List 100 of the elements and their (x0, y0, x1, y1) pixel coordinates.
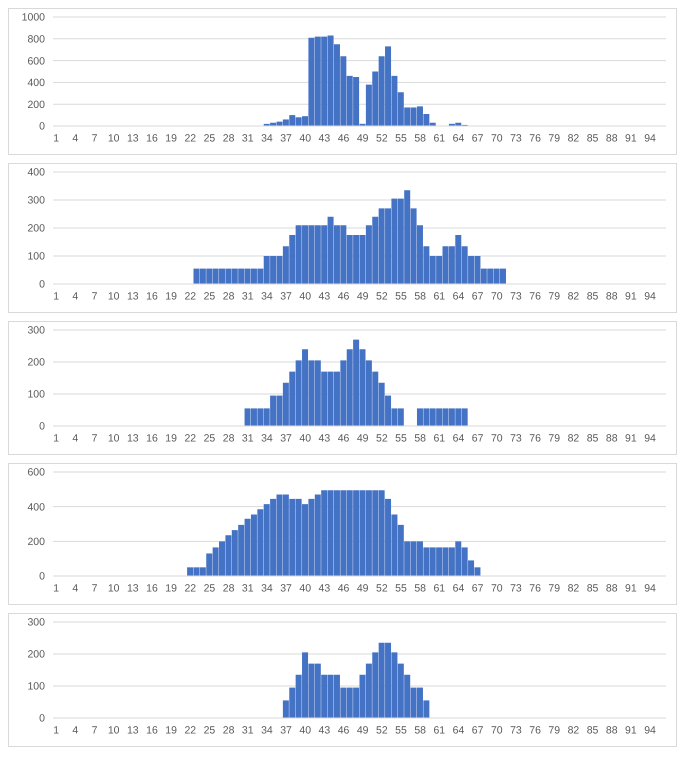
x-tick-label: 64 (452, 432, 464, 444)
x-tick-label: 58 (414, 582, 426, 594)
y-tick-label: 100 (27, 250, 46, 263)
x-tick-label: 64 (452, 290, 464, 302)
x-tick-label: 13 (126, 582, 139, 594)
x-tick-label: 49 (356, 724, 369, 736)
x-tick-label: 85 (586, 132, 599, 144)
x-tick-label: 43 (318, 724, 330, 736)
y-tick-label: 800 (27, 34, 46, 46)
x-tick-label: 82 (568, 132, 580, 144)
x-tick-label: 58 (414, 432, 426, 444)
x-tick-label: 55 (395, 724, 407, 736)
x-tick-label: 91 (625, 582, 637, 594)
x-tick-label: 46 (338, 290, 350, 302)
x-tick-label: 25 (204, 582, 216, 594)
x-tick-label: 31 (242, 290, 254, 302)
x-tick-label: 31 (242, 724, 254, 736)
x-tick-label: 4 (72, 432, 78, 444)
x-tick-label: 70 (490, 582, 503, 594)
x-tick-label: 67 (472, 132, 484, 144)
x-tick-label: 94 (644, 724, 656, 736)
x-tick-label: 64 (452, 132, 464, 144)
x-tick-label: 37 (280, 290, 292, 302)
x-tick-label: 46 (338, 432, 350, 444)
x-tick-label: 10 (108, 432, 120, 444)
x-tick-label: 52 (376, 724, 388, 736)
x-tick-label: 22 (184, 582, 196, 594)
x-tick-label: 37 (280, 582, 292, 594)
x-tick-label: 82 (568, 290, 580, 302)
y-tick-label: 200 (27, 98, 46, 111)
x-tick-label: 70 (490, 724, 503, 736)
x-tick-label: 7 (92, 132, 98, 144)
y-tick-label: 100 (27, 388, 46, 401)
x-tick-label: 1 (53, 290, 60, 302)
x-tick-label: 91 (625, 724, 637, 736)
x-tick-label: 19 (165, 724, 178, 736)
x-tick-label: 7 (92, 290, 98, 302)
x-tick-label: 31 (242, 132, 254, 144)
x-tick-label: 16 (146, 290, 158, 302)
x-tick-label: 49 (356, 132, 369, 144)
x-tick-label: 10 (108, 724, 120, 736)
x-tick-label: 37 (280, 724, 292, 736)
x-tick-label: 52 (376, 582, 388, 594)
x-tick-label: 34 (261, 432, 273, 444)
x-tick-label: 34 (261, 132, 273, 144)
x-tick-label: 40 (299, 290, 312, 302)
x-tick-label: 40 (299, 432, 312, 444)
x-tick-label: 25 (204, 132, 216, 144)
y-tick-label: 400 (27, 501, 46, 514)
x-tick-label: 94 (644, 132, 656, 144)
x-tick-label: 49 (356, 582, 369, 594)
x-tick-label: 70 (490, 132, 503, 144)
y-tick-label: 0 (39, 420, 46, 433)
y-tick-label: 300 (27, 616, 46, 629)
x-tick-label: 55 (395, 290, 407, 302)
x-tick-label: 73 (510, 290, 522, 302)
x-tick-label: 46 (338, 132, 350, 144)
x-tick-label: 76 (529, 132, 542, 144)
x-tick-label: 76 (529, 432, 542, 444)
y-tick-label: 200 (27, 648, 46, 661)
x-tick-label: 19 (165, 582, 178, 594)
x-tick-label: 46 (338, 582, 350, 594)
y-tick-label: 300 (27, 194, 46, 207)
x-tick-label: 16 (146, 582, 158, 594)
x-tick-label: 55 (395, 582, 407, 594)
x-tick-label: 1 (53, 432, 60, 444)
x-tick-label: 31 (242, 582, 254, 594)
x-tick-label: 10 (108, 582, 120, 594)
y-tick-label: 0 (39, 570, 46, 583)
x-tick-label: 22 (184, 290, 196, 302)
x-tick-label: 16 (146, 132, 158, 144)
x-tick-label: 7 (92, 432, 98, 444)
x-tick-label: 34 (261, 582, 273, 594)
x-tick-label: 82 (568, 582, 580, 594)
x-tick-label: 22 (184, 132, 196, 144)
x-tick-label: 94 (644, 582, 656, 594)
x-tick-label: 40 (299, 582, 312, 594)
x-tick-label: 25 (204, 724, 216, 736)
x-tick-label: 22 (184, 432, 196, 444)
x-tick-label: 43 (318, 582, 330, 594)
x-tick-label: 10 (108, 290, 120, 302)
x-tick-label: 40 (299, 132, 312, 144)
x-tick-label: 49 (356, 432, 369, 444)
x-tick-label: 91 (625, 132, 637, 144)
x-tick-label: 16 (146, 432, 158, 444)
x-tick-label: 67 (472, 432, 484, 444)
x-tick-label: 61 (433, 582, 446, 594)
x-tick-label: 34 (261, 290, 273, 302)
x-tick-label: 1 (53, 132, 60, 144)
x-tick-label: 79 (548, 132, 560, 144)
x-tick-label: 55 (395, 432, 407, 444)
x-tick-label: 61 (433, 132, 446, 144)
x-tick-label: 85 (586, 724, 599, 736)
x-tick-label: 31 (242, 432, 254, 444)
y-tick-label: 1000 (22, 12, 46, 24)
x-tick-label: 79 (548, 432, 560, 444)
x-tick-label: 28 (222, 432, 235, 444)
x-tick-label: 16 (146, 724, 158, 736)
x-tick-label: 28 (222, 132, 235, 144)
x-tick-label: 52 (376, 432, 388, 444)
